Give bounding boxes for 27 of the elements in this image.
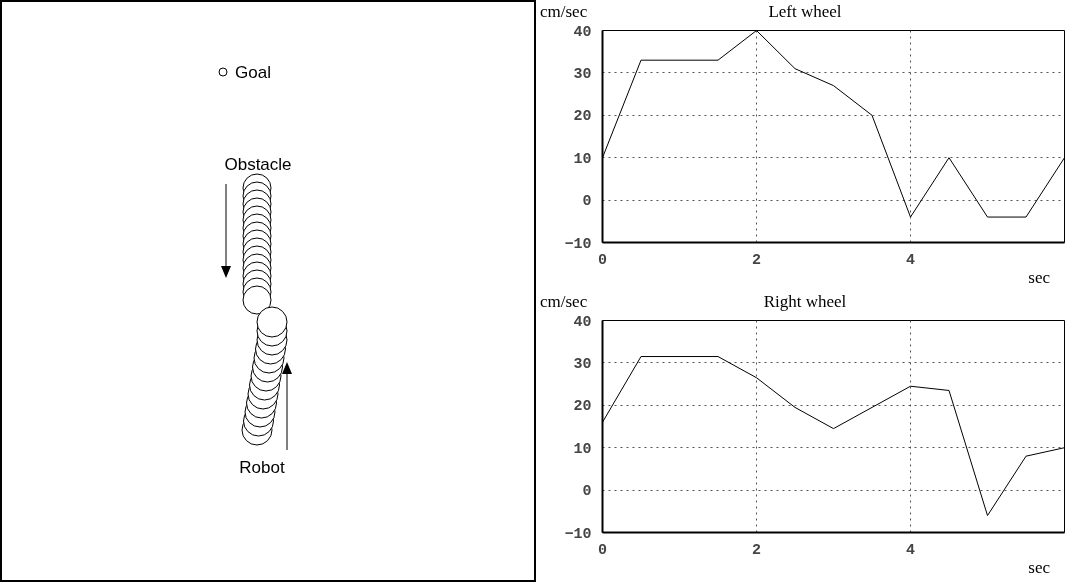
y-tick-label: −10 — [564, 235, 592, 253]
y-tick-label: 0 — [582, 483, 592, 501]
text: Goal — [235, 63, 271, 82]
y-tick-label: 30 — [573, 65, 592, 83]
y-tick-label: 20 — [573, 398, 592, 416]
y-tick-label: 30 — [573, 355, 592, 373]
x-tick-label: 0 — [598, 251, 608, 269]
x-tick-label: 4 — [906, 541, 916, 559]
x-tick-label: 2 — [752, 251, 762, 269]
y-tick-label: 10 — [573, 150, 592, 168]
y-tick-label: −10 — [564, 525, 592, 543]
x-tick-label: 2 — [752, 541, 762, 559]
y-tick-label: 10 — [573, 440, 592, 458]
y-tick-label: 0 — [582, 193, 592, 211]
text: Robot — [239, 458, 285, 477]
chart-title: Left wheel — [768, 1, 842, 23]
x-tick-label: 0 — [598, 541, 608, 559]
x-axis-title: sec — [1028, 557, 1050, 579]
y-tick-label: 20 — [573, 108, 592, 126]
y-axis-title: cm/sec — [540, 1, 588, 23]
y-axis-title: cm/sec — [540, 291, 588, 313]
chart-title: Right wheel — [763, 291, 847, 313]
x-axis-title: sec — [1028, 267, 1050, 289]
x-tick-label: 4 — [906, 251, 916, 269]
text: Obstacle — [224, 155, 292, 174]
y-tick-label: 40 — [573, 23, 592, 41]
y-tick-label: 40 — [573, 313, 592, 331]
